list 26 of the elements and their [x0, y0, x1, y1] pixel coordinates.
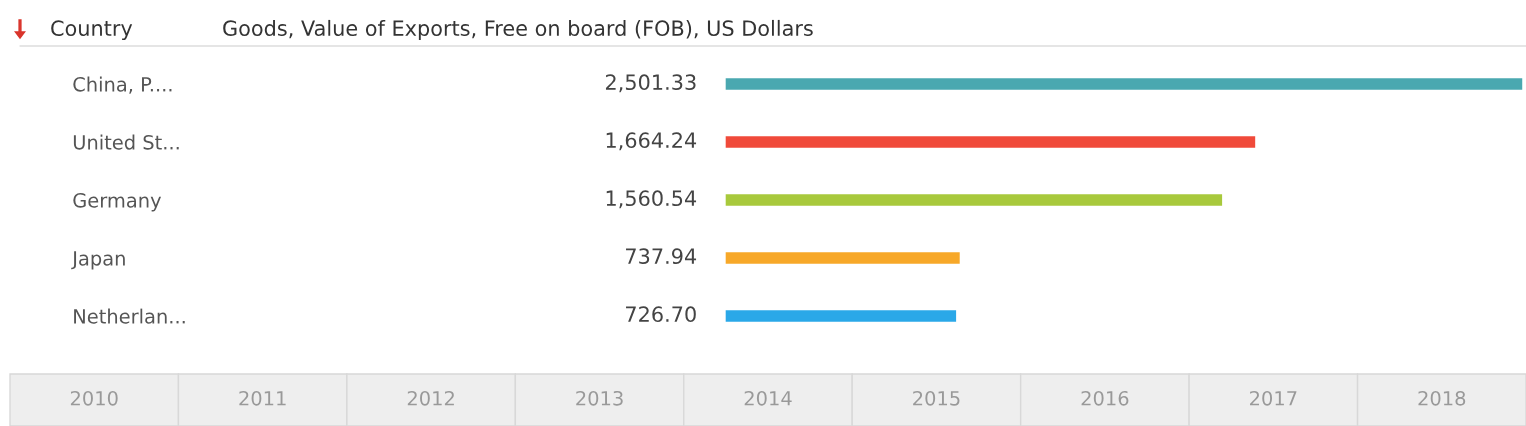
text: 2010	[70, 390, 118, 406]
bar	[725, 250, 962, 266]
text: 2016	[1081, 390, 1129, 406]
text: 2017	[1250, 390, 1297, 406]
data-label: 2,501.33	[605, 74, 696, 93]
y-tick-label: China, P....	[73, 76, 172, 94]
text: 2011	[239, 390, 286, 406]
y-tick-label: Japan	[71, 251, 125, 270]
bar	[725, 192, 1224, 208]
data-label: 1,560.54	[606, 190, 697, 209]
text: 2018	[1418, 390, 1466, 406]
data-label: 1,664.24	[606, 132, 697, 151]
y-tick-label: United St...	[73, 134, 179, 150]
text: 2015	[913, 390, 960, 406]
text: 2013	[576, 390, 623, 406]
data-label: 737.94	[626, 248, 697, 265]
y-tick-label: Netherlan...	[74, 308, 185, 324]
y-axis-title: Country	[51, 20, 133, 41]
bar	[725, 134, 1257, 150]
text: 2014	[744, 390, 792, 406]
text: Goods, Value of Exports, Free on board (FOB), US Dollars	[223, 19, 813, 41]
data-label: 726.70	[626, 306, 696, 323]
bar	[725, 308, 958, 324]
bar	[725, 76, 1523, 92]
text: 2012	[407, 390, 454, 406]
y-tick-label: Germany	[73, 192, 162, 212]
